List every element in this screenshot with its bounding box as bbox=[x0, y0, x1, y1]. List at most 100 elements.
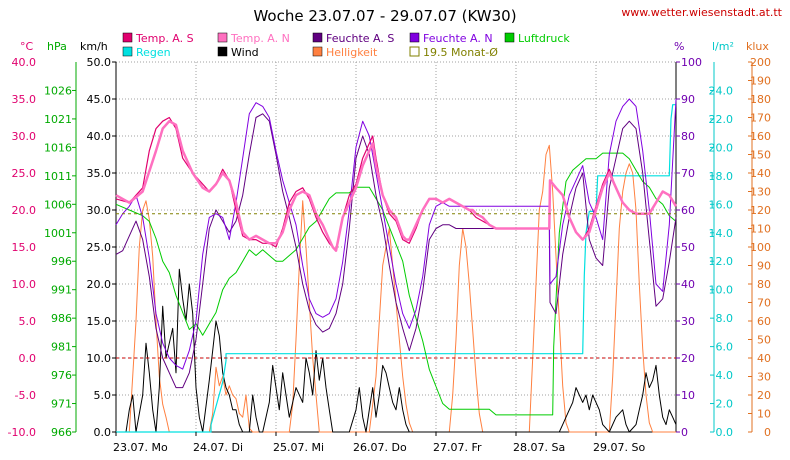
x-tick-label: 23.07. Mo bbox=[113, 441, 168, 454]
legend-swatch bbox=[504, 32, 515, 43]
temp-tick-label: -5.0 bbox=[15, 389, 36, 402]
temp-tick-label: 20.0 bbox=[12, 204, 37, 217]
temp-tick-label: 15.0 bbox=[12, 241, 37, 254]
rain-tick-label: 12.0 bbox=[709, 255, 734, 268]
legend-label: Wind bbox=[231, 46, 259, 59]
wind-tick-label: 40.0 bbox=[87, 130, 112, 143]
pressure-tick-label: 1001 bbox=[44, 227, 72, 240]
pressure-tick-label: 976 bbox=[51, 369, 72, 382]
wind-tick-label: 20.0 bbox=[87, 278, 112, 291]
lux-axis-unit: klux bbox=[746, 40, 769, 53]
lux-tick-label: 30 bbox=[757, 371, 771, 384]
pressure-tick-label: 1011 bbox=[44, 170, 72, 183]
rain-tick-label: 20.0 bbox=[709, 141, 734, 154]
wind-tick-label: 50.0 bbox=[87, 56, 112, 69]
x-tick-label: 25.07. Mi bbox=[273, 441, 324, 454]
pressure-tick-label: 1016 bbox=[44, 141, 72, 154]
rain-tick-label: 2.0 bbox=[716, 398, 734, 411]
pressure-axis-unit: hPa bbox=[47, 40, 67, 53]
humidity-tick-label: 50 bbox=[681, 241, 695, 254]
wind-tick-label: 25.0 bbox=[87, 241, 112, 254]
lux-tick-label: 190 bbox=[750, 75, 771, 88]
rain-tick-label: 4.0 bbox=[716, 369, 734, 382]
lux-tick-label: 0 bbox=[764, 426, 771, 439]
wind-tick-label: 30.0 bbox=[87, 204, 112, 217]
rain-tick-label: 0.0 bbox=[716, 426, 734, 439]
wind-tick-label: 5.0 bbox=[94, 389, 112, 402]
rain-tick-label: 10.0 bbox=[709, 284, 734, 297]
temp-tick-label: 25.0 bbox=[12, 167, 37, 180]
humidity-axis-unit: % bbox=[674, 40, 684, 53]
axis-units: °C hPa km/h% l/m² klux bbox=[20, 40, 769, 53]
legend-swatch bbox=[217, 46, 228, 57]
lux-tick-label: 170 bbox=[750, 112, 771, 125]
humidity-tick-label: 0 bbox=[681, 426, 688, 439]
x-tick-label: 24.07. Di bbox=[193, 441, 243, 454]
pressure-tick-label: 996 bbox=[51, 255, 72, 268]
lux-tick-label: 50 bbox=[757, 334, 771, 347]
x-tick-label: 26.07. Do bbox=[353, 441, 407, 454]
legend-swatch bbox=[122, 32, 133, 43]
pressure-tick-label: 981 bbox=[51, 341, 72, 354]
temp-tick-label: 5.0 bbox=[19, 315, 37, 328]
temp-tick-label: 10.0 bbox=[12, 278, 37, 291]
series-wind bbox=[116, 268, 677, 433]
lux-tick-label: 180 bbox=[750, 93, 771, 106]
lux-tick-label: 60 bbox=[757, 315, 771, 328]
legend-label: Regen bbox=[136, 46, 171, 59]
wind-tick-label: 10.0 bbox=[87, 352, 112, 365]
legend-label: Feuchte A. S bbox=[326, 32, 394, 45]
rain-tick-label: 8.0 bbox=[716, 312, 734, 325]
pressure-tick-label: 1006 bbox=[44, 198, 72, 211]
rain-axis-unit: l/m² bbox=[712, 40, 734, 53]
pressure-tick-label: 966 bbox=[51, 426, 72, 439]
humidity-tick-label: 20 bbox=[681, 352, 695, 365]
rain-tick-label: 22.0 bbox=[709, 113, 734, 126]
wind-tick-label: 0.0 bbox=[94, 426, 112, 439]
lux-tick-label: 200 bbox=[750, 56, 771, 69]
lux-tick-label: 40 bbox=[757, 352, 771, 365]
legend-label: Luftdruck bbox=[518, 32, 570, 45]
wind-tick-label: 15.0 bbox=[87, 315, 112, 328]
rain-tick-label: 6.0 bbox=[716, 341, 734, 354]
temp-axis-unit: °C bbox=[20, 40, 34, 53]
legend-swatch bbox=[409, 46, 420, 57]
series-temp-a-n bbox=[115, 119, 678, 252]
lux-tick-label: 110 bbox=[750, 223, 771, 236]
wind-tick-label: 45.0 bbox=[87, 93, 112, 106]
humidity-tick-label: 10 bbox=[681, 389, 695, 402]
pressure-tick-label: 971 bbox=[51, 398, 72, 411]
series-luftdruck bbox=[115, 152, 677, 416]
lux-tick-label: 80 bbox=[757, 278, 771, 291]
lux-tick-label: 140 bbox=[750, 167, 771, 180]
lux-tick-label: 130 bbox=[750, 186, 771, 199]
series-feuchte-a-n bbox=[115, 98, 677, 370]
humidity-tick-label: 70 bbox=[681, 167, 695, 180]
legend-label: Temp. A. N bbox=[230, 32, 290, 45]
humidity-tick-label: 40 bbox=[681, 278, 695, 291]
lux-tick-label: 70 bbox=[757, 297, 771, 310]
legend-label: Helligkeit bbox=[326, 46, 378, 59]
legend-label: Feuchte A. N bbox=[423, 32, 493, 45]
lux-tick-label: 10 bbox=[757, 408, 771, 421]
series-regen bbox=[116, 104, 676, 433]
wind-axis-unit: km/h bbox=[80, 40, 108, 53]
temp-tick-label: 35.0 bbox=[12, 93, 37, 106]
lux-tick-label: 160 bbox=[750, 130, 771, 143]
legend-label: Temp. A. S bbox=[135, 32, 194, 45]
temp-tick-label: 0.0 bbox=[19, 352, 37, 365]
wind-tick-label: 35.0 bbox=[87, 167, 112, 180]
legend: Temp. A. S Temp. A. N Feuchte A. S Feuchte … bbox=[122, 32, 570, 59]
legend-label: 19.5 Monat-Ø bbox=[423, 46, 498, 59]
pressure-tick-label: 1026 bbox=[44, 84, 72, 97]
temp-tick-label: 30.0 bbox=[12, 130, 37, 143]
humidity-tick-label: 90 bbox=[681, 93, 695, 106]
lux-tick-label: 150 bbox=[750, 149, 771, 162]
legend-swatch bbox=[217, 32, 228, 43]
x-tick-label: 29.07. So bbox=[593, 441, 645, 454]
legend-swatch bbox=[409, 32, 420, 43]
rain-tick-label: 24.0 bbox=[709, 84, 734, 97]
series bbox=[115, 98, 678, 433]
humidity-tick-label: 60 bbox=[681, 204, 695, 217]
